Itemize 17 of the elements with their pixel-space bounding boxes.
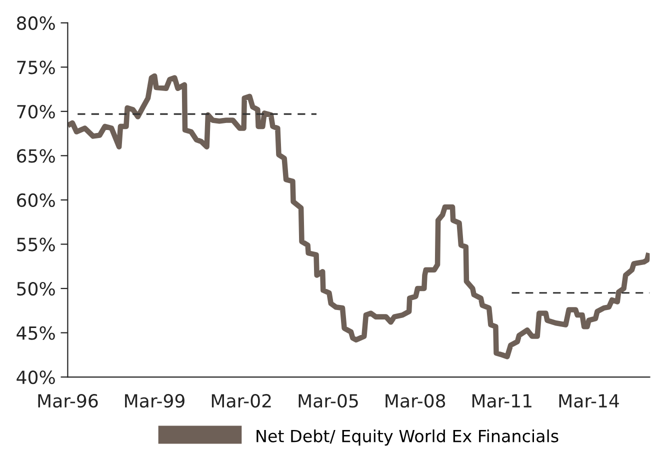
y-tick-label: 50% <box>17 282 55 296</box>
y-tick-label: 45% <box>16 326 55 340</box>
x-tick-label: Mar-14 <box>559 394 619 408</box>
x-tick-label: Mar-05 <box>298 394 358 408</box>
y-tick-label: 55% <box>17 238 55 252</box>
y-tick-label: 70% <box>17 104 55 119</box>
x-tick-label: Mar-11 <box>472 394 532 408</box>
x-tick-label: Mar-96 <box>38 394 98 408</box>
x-tick-label: Mar-99 <box>125 394 184 408</box>
x-tick-label: Mar-08 <box>386 394 446 408</box>
x-tick-label: Mar-02 <box>212 394 271 408</box>
y-tick-label: 40% <box>16 370 55 384</box>
text: Net Debt/ Equity World Ex Financials <box>256 429 558 446</box>
y-tick-label: 65% <box>17 149 55 163</box>
y-tick-label: 60% <box>17 193 55 208</box>
y-tick-label: 75% <box>17 60 55 74</box>
y-tick-label: 80% <box>16 16 55 30</box>
